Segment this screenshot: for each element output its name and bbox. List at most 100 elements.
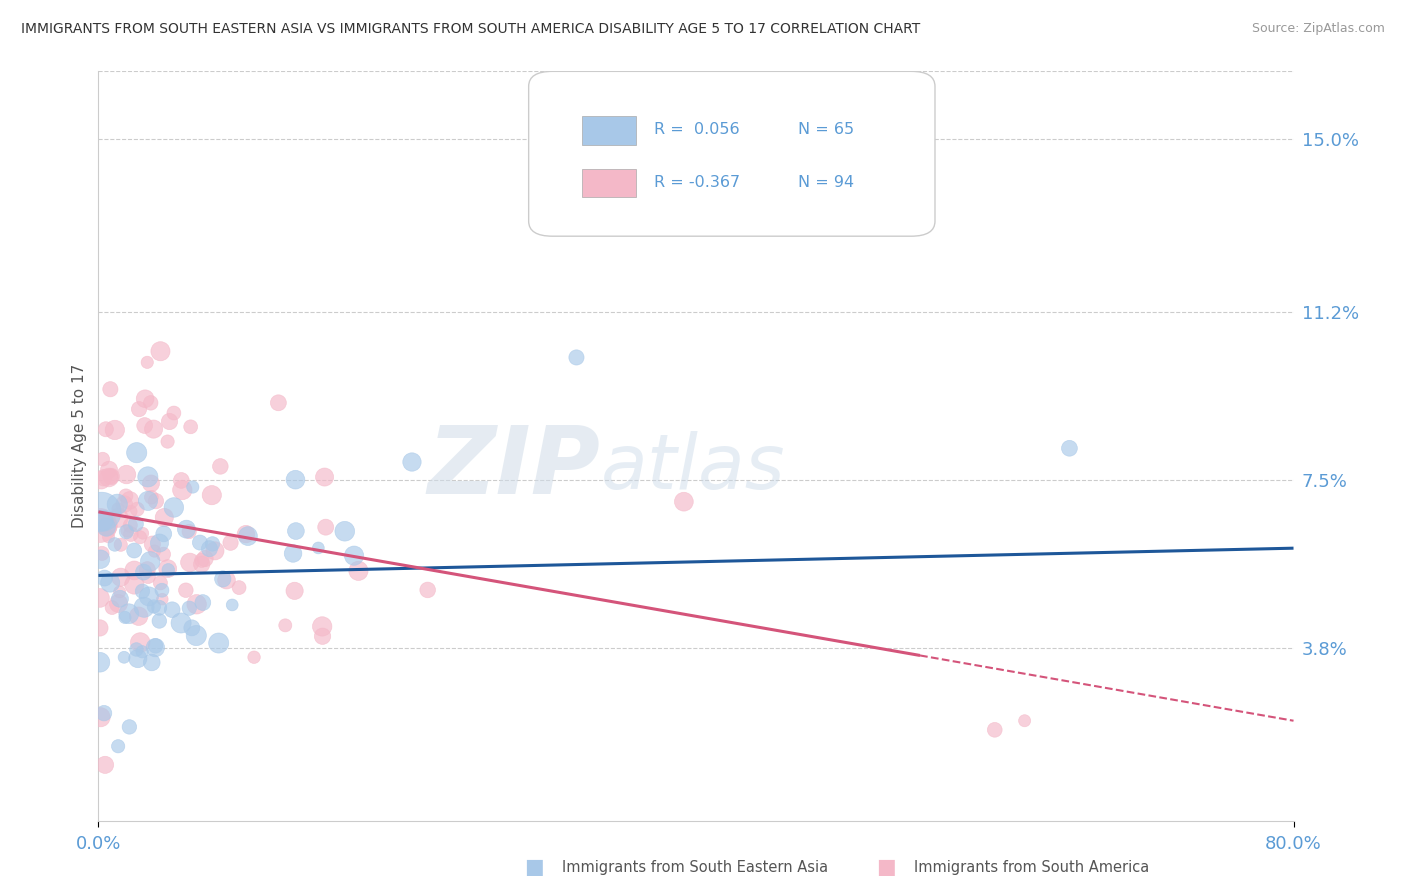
Point <box>160 603 183 617</box>
Point <box>98 382 122 396</box>
Point <box>118 720 141 734</box>
Point <box>281 546 304 560</box>
Point <box>215 573 238 587</box>
Point <box>149 344 172 359</box>
Point <box>315 520 337 534</box>
Point <box>209 459 232 474</box>
FancyBboxPatch shape <box>529 71 935 236</box>
Point <box>91 452 114 467</box>
Point <box>416 582 439 597</box>
Point <box>97 530 120 544</box>
Point <box>204 544 226 558</box>
Point <box>93 706 115 721</box>
Point <box>91 513 114 527</box>
Point <box>108 585 131 599</box>
Point <box>156 434 179 449</box>
Point <box>136 355 159 369</box>
Point <box>190 558 212 572</box>
Point <box>186 628 208 642</box>
Point <box>107 501 129 516</box>
Point <box>124 564 146 578</box>
Text: ZIP: ZIP <box>427 423 600 515</box>
Text: Immigrants from South Eastern Asia: Immigrants from South Eastern Asia <box>562 860 828 874</box>
Point <box>176 522 198 536</box>
Point <box>93 571 115 585</box>
Point <box>131 584 153 599</box>
Point <box>118 607 141 621</box>
Point <box>153 510 176 524</box>
Point <box>136 470 159 484</box>
Point <box>89 518 111 533</box>
Point <box>98 463 121 477</box>
Point <box>110 538 132 552</box>
Point <box>114 610 136 624</box>
Point <box>96 520 118 534</box>
Point <box>129 530 152 544</box>
Point <box>984 723 1007 737</box>
Point <box>347 564 370 578</box>
Point <box>129 635 152 649</box>
Point <box>136 569 159 583</box>
Point <box>163 406 186 420</box>
Point <box>132 526 155 541</box>
Point <box>117 524 139 538</box>
Point <box>170 615 193 630</box>
Point <box>139 396 162 410</box>
FancyBboxPatch shape <box>582 116 637 145</box>
Point <box>125 445 148 459</box>
Text: Source: ZipAtlas.com: Source: ZipAtlas.com <box>1251 22 1385 36</box>
Text: R =  0.056: R = 0.056 <box>654 122 740 137</box>
Point <box>174 583 197 598</box>
Point <box>90 710 112 724</box>
Point <box>142 599 165 614</box>
Text: N = 65: N = 65 <box>797 122 853 137</box>
Point <box>284 473 307 487</box>
Text: R = -0.367: R = -0.367 <box>654 175 741 190</box>
Point <box>139 476 162 491</box>
Point <box>115 524 138 539</box>
Point <box>156 561 179 575</box>
Point <box>145 639 167 653</box>
Point <box>104 537 127 551</box>
Point <box>136 563 159 577</box>
Point <box>170 474 193 488</box>
Point <box>100 469 122 483</box>
Point <box>108 591 131 606</box>
Point <box>97 519 120 533</box>
Point <box>157 563 180 577</box>
Point <box>181 480 204 494</box>
Point <box>125 516 148 531</box>
Point <box>90 505 112 519</box>
Point <box>219 535 242 549</box>
Point <box>89 591 111 605</box>
Point <box>107 597 129 611</box>
Point <box>107 510 129 524</box>
Point <box>172 483 194 497</box>
Point <box>91 546 114 560</box>
Point <box>284 524 307 538</box>
Point <box>314 470 336 484</box>
Point <box>115 467 138 482</box>
Point <box>115 489 138 503</box>
Point <box>186 597 208 611</box>
Point <box>179 555 201 569</box>
Point <box>131 645 153 659</box>
Point <box>152 526 174 541</box>
Point <box>307 541 329 555</box>
Point <box>138 590 160 604</box>
Point <box>201 488 224 502</box>
Point <box>152 547 174 561</box>
Text: Immigrants from South America: Immigrants from South America <box>914 860 1149 874</box>
Point <box>93 471 115 485</box>
Point <box>90 515 112 529</box>
Text: ■: ■ <box>876 857 896 877</box>
Point <box>150 592 173 607</box>
FancyBboxPatch shape <box>582 169 637 197</box>
Point <box>124 577 146 591</box>
Point <box>105 497 128 511</box>
Point <box>141 656 163 670</box>
Point <box>139 554 162 568</box>
Point <box>243 650 266 665</box>
Point <box>112 497 135 511</box>
Point <box>141 537 163 551</box>
